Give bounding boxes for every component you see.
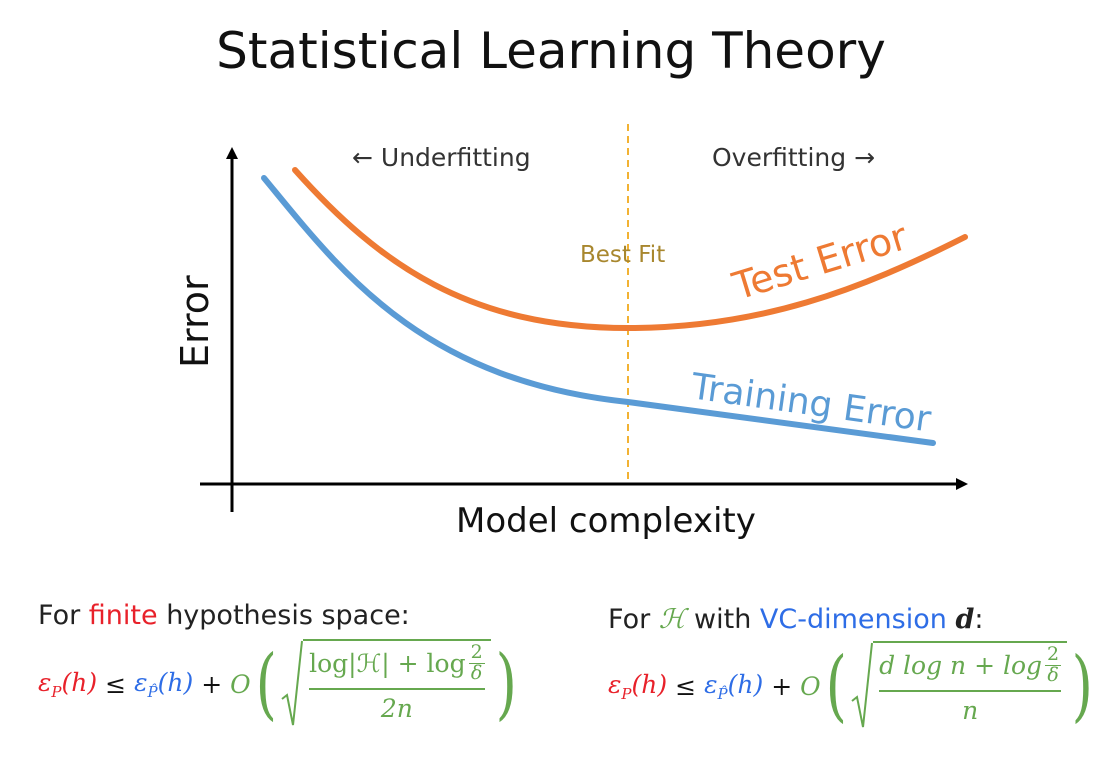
vc-caption-var: d	[955, 604, 975, 635]
vc-caption-highlight: VC-dimension	[759, 604, 947, 635]
vc-big-o: O	[800, 671, 821, 701]
vc-caption: For ℋ with VC-dimension d:	[608, 604, 1098, 635]
y-axis-label: Error	[173, 275, 217, 368]
finite-caption-highlight: finite	[88, 600, 158, 631]
vc-lhs: εP(h)	[608, 669, 668, 703]
vc-bound-block: For ℋ with VC-dimension d: εP(h) ≤ εP̂(h…	[608, 604, 1098, 731]
error-vs-complexity-diagram: ← Underfitting Overfitting → Best Fit Te…	[173, 124, 968, 541]
finite-bound-block: For finite hypothesis space: εP(h) ≤ εP̂…	[38, 600, 521, 729]
finite-rhs: εP̂(h)	[134, 667, 194, 701]
vc-caption-symbol: ℋ	[658, 604, 686, 635]
finite-lhs: εP(h)	[38, 667, 98, 701]
underfitting-label: ← Underfitting	[352, 143, 531, 172]
vc-leq: ≤	[675, 671, 697, 701]
vc-plus: +	[771, 671, 793, 701]
finite-denominator: 2n	[380, 693, 413, 723]
vc-right-paren: )	[1071, 641, 1094, 731]
page-title: Statistical Learning Theory	[216, 22, 886, 80]
test-error-curve	[292, 167, 968, 332]
training-error-curve	[261, 175, 936, 446]
finite-caption-suffix: hypothesis space:	[157, 600, 410, 631]
finite-right-paren: )	[495, 639, 517, 729]
finite-caption: For finite hypothesis space:	[38, 600, 521, 631]
finite-leq: ≤	[105, 669, 127, 699]
finite-plus: +	[201, 669, 223, 699]
finite-caption-prefix: For	[38, 600, 89, 631]
vc-denominator: n	[962, 695, 979, 725]
vc-caption-suffix: :	[974, 604, 984, 635]
vc-caption-middle: with	[685, 604, 760, 635]
vc-caption-prefix: For	[608, 604, 659, 635]
overfitting-label: Overfitting →	[712, 143, 875, 172]
x-axis-label: Model complexity	[456, 501, 756, 541]
best-fit-label: Best Fit	[580, 242, 665, 268]
test-error-label: Test Error	[727, 214, 913, 309]
vc-left-paren: (	[825, 641, 847, 731]
finite-big-o: O	[230, 669, 251, 699]
finite-left-paren: (	[255, 639, 277, 729]
vc-rhs: εP̂(h)	[704, 669, 764, 703]
